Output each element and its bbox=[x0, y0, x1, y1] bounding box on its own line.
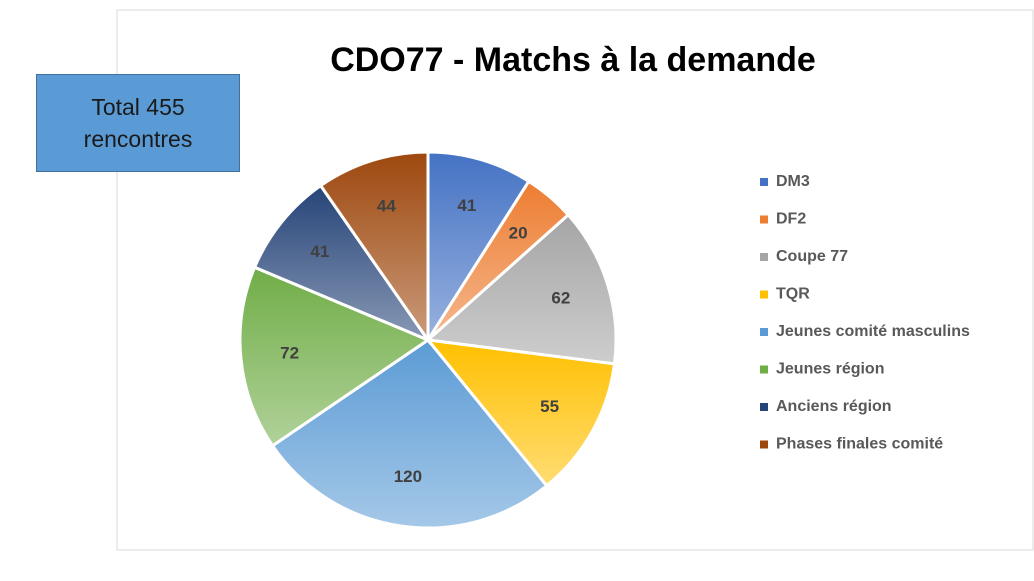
legend-swatch bbox=[760, 290, 768, 299]
legend-swatch bbox=[760, 215, 768, 224]
legend-label: DF2 bbox=[776, 211, 806, 228]
legend-swatch bbox=[760, 365, 768, 374]
legend-label: Phases finales comité bbox=[776, 436, 943, 453]
data-label: 72 bbox=[280, 343, 299, 362]
legend-swatch bbox=[760, 178, 768, 186]
data-label: 41 bbox=[457, 196, 476, 215]
data-label: 55 bbox=[540, 397, 559, 416]
legend-swatch bbox=[760, 403, 768, 411]
pie-slice bbox=[424, 212, 618, 366]
legend-swatch bbox=[760, 328, 768, 336]
legend-label: DM3 bbox=[776, 173, 810, 190]
legend-label: Coupe 77 bbox=[776, 248, 848, 265]
chart-title: CDO77 - Matchs à la demande bbox=[330, 41, 816, 79]
data-label: 120 bbox=[394, 467, 422, 486]
legend-label: TQR bbox=[776, 286, 810, 303]
pie-slice bbox=[424, 338, 617, 488]
pie-slice bbox=[270, 337, 549, 530]
pie-slice bbox=[238, 265, 432, 448]
legend-label: Anciens région bbox=[776, 398, 892, 415]
data-label: 20 bbox=[509, 223, 528, 242]
legend-label: Jeunes région bbox=[776, 361, 884, 378]
pie-slice bbox=[252, 183, 433, 344]
data-label: 41 bbox=[310, 242, 329, 261]
annotation: Total 455 rencontres bbox=[36, 74, 240, 172]
pie-slice bbox=[426, 150, 531, 346]
data-label: 62 bbox=[551, 288, 570, 307]
legend-label: Jeunes comité masculins bbox=[776, 323, 970, 340]
data-label: 44 bbox=[377, 197, 396, 216]
legend-swatch bbox=[760, 253, 768, 261]
pie-slice bbox=[318, 150, 430, 345]
legend-swatch bbox=[760, 440, 768, 449]
